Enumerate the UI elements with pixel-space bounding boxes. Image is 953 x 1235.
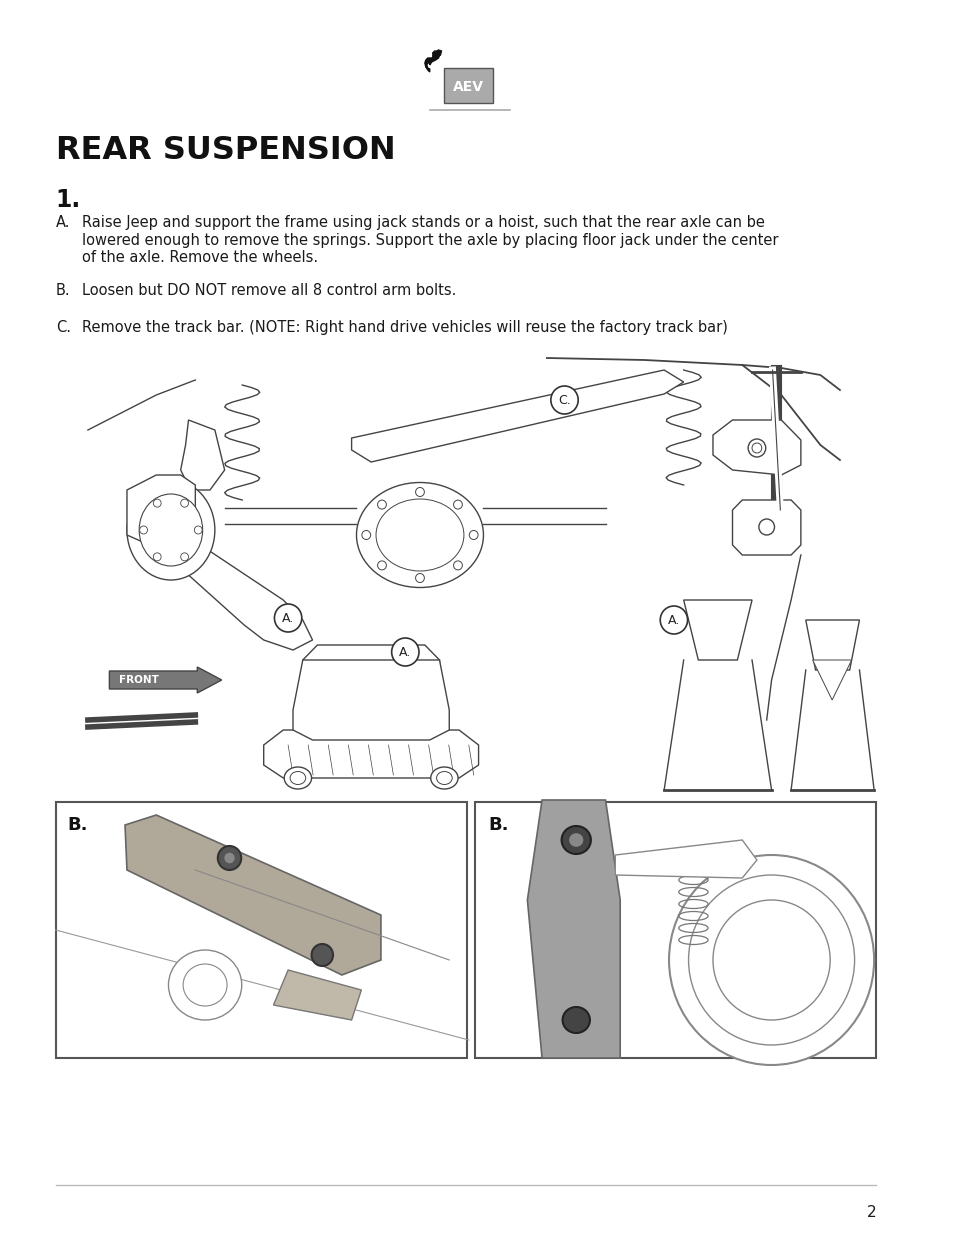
Polygon shape <box>433 49 441 58</box>
Text: 2: 2 <box>865 1205 875 1220</box>
Text: B.: B. <box>488 816 508 834</box>
Polygon shape <box>125 815 380 974</box>
Ellipse shape <box>153 499 161 508</box>
Text: lowered enough to remove the springs. Support the axle by placing floor jack und: lowered enough to remove the springs. Su… <box>82 232 778 247</box>
Ellipse shape <box>747 438 765 457</box>
Ellipse shape <box>312 944 333 966</box>
Polygon shape <box>812 659 851 700</box>
Text: 1.: 1. <box>55 188 81 212</box>
Ellipse shape <box>561 826 590 853</box>
Ellipse shape <box>469 531 477 540</box>
Ellipse shape <box>180 553 189 561</box>
Ellipse shape <box>688 876 854 1045</box>
Text: A.: A. <box>55 215 71 230</box>
Ellipse shape <box>712 900 829 1020</box>
Polygon shape <box>180 548 313 650</box>
Ellipse shape <box>223 852 235 864</box>
FancyBboxPatch shape <box>55 802 466 1058</box>
Text: Remove the track bar. (NOTE: Right hand drive vehicles will reuse the factory tr: Remove the track bar. (NOTE: Right hand … <box>82 320 727 335</box>
Ellipse shape <box>153 553 161 561</box>
Ellipse shape <box>127 480 214 580</box>
Circle shape <box>274 604 301 632</box>
Ellipse shape <box>668 855 873 1065</box>
Ellipse shape <box>194 526 202 534</box>
Ellipse shape <box>416 573 424 583</box>
Polygon shape <box>805 620 859 671</box>
Text: B.: B. <box>68 816 88 834</box>
Text: C.: C. <box>558 394 570 406</box>
Ellipse shape <box>377 500 386 509</box>
Ellipse shape <box>751 443 761 453</box>
Polygon shape <box>527 800 619 1058</box>
Polygon shape <box>274 969 361 1020</box>
Ellipse shape <box>217 846 241 869</box>
Polygon shape <box>712 420 800 475</box>
Ellipse shape <box>180 499 189 508</box>
FancyBboxPatch shape <box>475 802 875 1058</box>
Ellipse shape <box>284 767 312 789</box>
Polygon shape <box>127 475 195 548</box>
Text: of the axle. Remove the wheels.: of the axle. Remove the wheels. <box>82 249 318 266</box>
Polygon shape <box>424 51 439 72</box>
Polygon shape <box>180 420 224 490</box>
Ellipse shape <box>361 531 371 540</box>
Ellipse shape <box>453 500 462 509</box>
Polygon shape <box>263 730 478 778</box>
Ellipse shape <box>169 950 241 1020</box>
Text: A.: A. <box>398 646 411 658</box>
Ellipse shape <box>139 526 148 534</box>
Ellipse shape <box>568 832 583 847</box>
Ellipse shape <box>183 965 227 1007</box>
Text: C.: C. <box>55 320 71 335</box>
Ellipse shape <box>139 494 202 566</box>
Polygon shape <box>293 659 449 740</box>
Circle shape <box>392 638 418 666</box>
Ellipse shape <box>356 483 483 588</box>
Ellipse shape <box>430 767 457 789</box>
Circle shape <box>550 387 578 414</box>
Polygon shape <box>615 840 756 878</box>
Text: AEV: AEV <box>453 80 484 94</box>
Text: Raise Jeep and support the frame using jack stands or a hoist, such that the rea: Raise Jeep and support the frame using j… <box>82 215 764 230</box>
Polygon shape <box>683 600 751 659</box>
Ellipse shape <box>562 1007 589 1032</box>
Text: FRONT: FRONT <box>119 676 159 685</box>
Text: Loosen but DO NOT remove all 8 control arm bolts.: Loosen but DO NOT remove all 8 control a… <box>82 283 456 298</box>
FancyBboxPatch shape <box>444 68 493 103</box>
Ellipse shape <box>453 561 462 569</box>
FancyArrow shape <box>110 667 221 693</box>
Ellipse shape <box>436 772 452 784</box>
Circle shape <box>659 606 687 634</box>
Polygon shape <box>352 370 683 462</box>
Ellipse shape <box>416 488 424 496</box>
Text: REAR SUSPENSION: REAR SUSPENSION <box>55 135 395 165</box>
Ellipse shape <box>758 519 774 535</box>
Text: A.: A. <box>282 611 294 625</box>
Ellipse shape <box>375 499 463 571</box>
Ellipse shape <box>290 772 305 784</box>
Polygon shape <box>302 645 439 710</box>
Ellipse shape <box>377 561 386 569</box>
Polygon shape <box>732 500 800 555</box>
Text: B.: B. <box>55 283 71 298</box>
Text: A.: A. <box>667 614 679 626</box>
